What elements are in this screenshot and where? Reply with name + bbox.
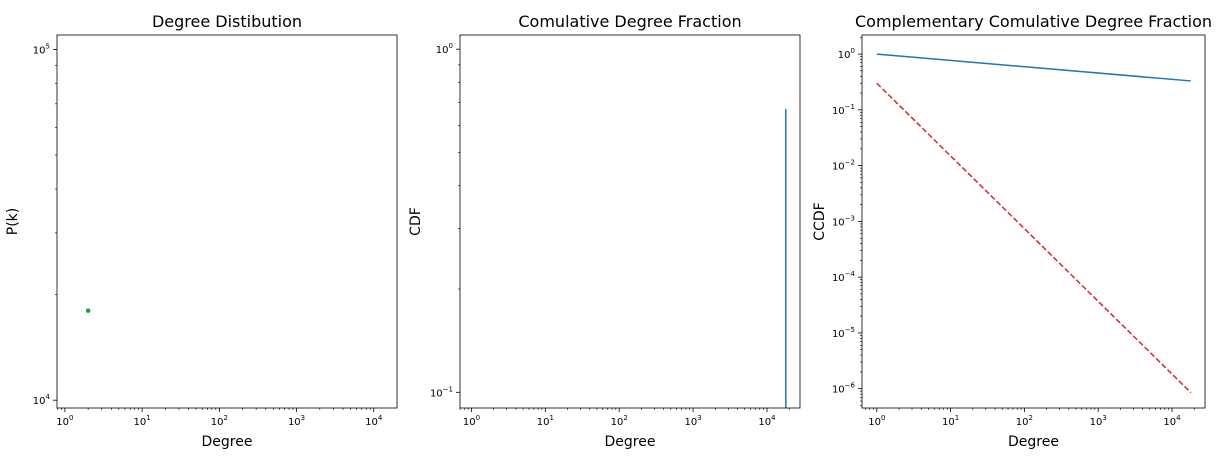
x-tick-label: 100 — [463, 414, 480, 428]
data-point-1 — [85, 308, 91, 313]
y-axis-label: P(k) — [5, 208, 21, 235]
x-tick-label: 101 — [537, 414, 554, 428]
x-tick-label: 100 — [868, 414, 885, 428]
chart-title: Comulative Degree Fraction — [518, 12, 741, 31]
x-tick-label: 104 — [758, 414, 776, 428]
x-tick-label: 102 — [1016, 414, 1033, 428]
y-tick-label: 10−4 — [832, 270, 856, 284]
chart-title: Complementary Comulative Degree Fraction — [855, 12, 1212, 31]
series-line-1 — [876, 53, 1191, 82]
x-axis-label: Degree — [202, 434, 253, 450]
x-tick-label: 103 — [288, 414, 305, 428]
axes-frame — [861, 34, 1206, 409]
series-line-2 — [876, 82, 1192, 394]
x-tick-label: 102 — [611, 414, 628, 428]
x-tick-label: 101 — [134, 414, 151, 428]
y-tick-label: 10−6 — [832, 382, 856, 396]
y-tick-label: 100 — [838, 47, 855, 61]
axes-frame — [56, 34, 398, 409]
y-tick-label: 100 — [436, 42, 453, 56]
x-axis-label: Degree — [1008, 434, 1059, 450]
axes-frame — [459, 34, 801, 409]
x-tick-label: 104 — [365, 414, 383, 428]
chart-panel-3: 100 101 102 103 104 10−6 10−5 10−4 10−3 10−2 10−1 1… — [812, 12, 1212, 450]
chart-panel-2: 100 101 102 103 104 10−1 100 Comulative Degree … — [408, 12, 801, 450]
x-tick-label: 103 — [684, 414, 701, 428]
y-tick-label: 10−2 — [832, 159, 855, 173]
x-tick-label: 104 — [1163, 414, 1181, 428]
chart-panel-1: 100 101 102 103 104 104 105 Degree Distibution D… — [5, 12, 398, 450]
y-tick-label: 10−1 — [430, 385, 453, 399]
x-tick-label: 102 — [211, 414, 228, 428]
y-axis-label: CCDF — [812, 202, 828, 240]
y-axis-label: CDF — [408, 207, 424, 236]
x-tick-label: 100 — [56, 414, 73, 428]
plot-area — [85, 308, 91, 313]
x-axis-label: Degree — [605, 434, 656, 450]
x-tick-label: 101 — [942, 414, 959, 428]
x-tick-label: 103 — [1090, 414, 1107, 428]
y-tick-label: 10−1 — [832, 103, 855, 117]
y-tick-label: 105 — [33, 43, 50, 57]
plot-area — [876, 53, 1192, 394]
chart-title: Degree Distibution — [152, 12, 302, 31]
y-tick-label: 104 — [33, 393, 51, 407]
y-tick-label: 10−3 — [832, 214, 855, 228]
y-tick-label: 10−5 — [832, 326, 855, 340]
